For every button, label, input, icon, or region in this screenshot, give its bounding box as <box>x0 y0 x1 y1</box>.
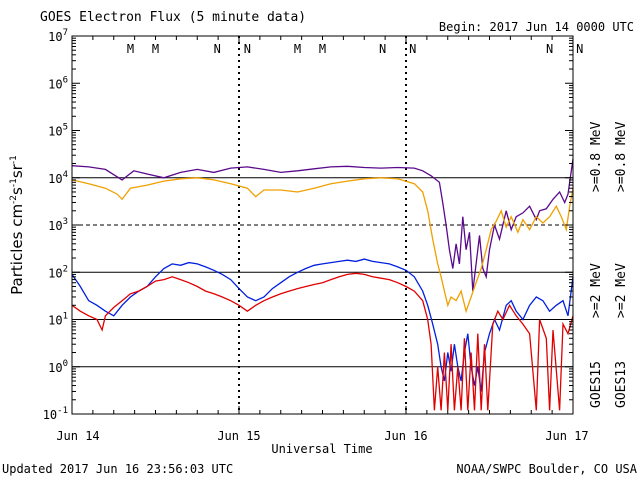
satellite-marker: N <box>576 42 583 56</box>
y-axis-label: Particles cm-2s-1sr-1 <box>8 155 26 295</box>
legend-label: GOES15 <box>589 361 604 408</box>
satellite-marker: M <box>319 42 326 56</box>
x-tick-label: Jun 16 <box>384 429 427 443</box>
legend-label: GOES13 <box>614 361 629 408</box>
satellite-marker: M <box>152 42 159 56</box>
x-axis-label: Universal Time <box>271 442 372 456</box>
satellite-marker: N <box>214 42 221 56</box>
y-tick-label: 102 <box>48 264 68 280</box>
svg-text:Particles cm-2s-1sr-1: Particles cm-2s-1sr-1 <box>8 155 26 295</box>
y-tick-label: 104 <box>48 170 68 186</box>
begin-date: Begin: 2017 Jun 14 0000 UTC <box>439 20 634 34</box>
satellite-marker: N <box>379 42 386 56</box>
y-tick-label: 100 <box>48 359 68 375</box>
satellite-marker: N <box>244 42 251 56</box>
series-line-goes15-08mev <box>71 258 574 392</box>
y-tick-label: 107 <box>48 28 68 44</box>
x-tick-label: Jun 15 <box>217 429 260 443</box>
y-tick-label: 103 <box>48 217 68 233</box>
credit: NOAA/SWPC Boulder, CO USA <box>456 462 637 476</box>
satellite-marker: M <box>127 42 134 56</box>
y-axis-ticks: 107 106 105 104 103 102 101 100 10-1 <box>43 28 573 422</box>
x-tick-label: Jun 14 <box>56 429 99 443</box>
y-tick-label: 105 <box>48 123 68 139</box>
series-line-goes15-08mev <box>71 158 574 292</box>
legend: GOES15 >=2 MeV >=0.8 MeV GOES13 >=2 MeV >=0.8… <box>589 121 629 408</box>
satellite-marker: M <box>294 42 301 56</box>
legend-label: >=0.8 MeV <box>589 121 604 192</box>
series-line-goes13-2mev <box>71 177 574 314</box>
y-tick-label: 101 <box>48 312 68 328</box>
y-tick-label: 10-1 <box>43 406 68 422</box>
grid-lines <box>72 177 573 368</box>
satellite-marker: N <box>409 42 416 56</box>
plot-frame <box>71 35 574 415</box>
series-line-goes13-2mev <box>71 272 574 411</box>
legend-label: >=0.8 MeV <box>614 121 629 192</box>
satellite-marker: N <box>546 42 553 56</box>
y-tick-label: 106 <box>48 75 68 91</box>
legend-label: >=2 MeV <box>589 263 604 318</box>
updated-time: Updated 2017 Jun 16 23:56:03 UTC <box>2 462 233 476</box>
x-tick-label: Jun 17 <box>545 429 588 443</box>
legend-label: >=2 MeV <box>614 263 629 318</box>
x-axis-ticks: Jun 14 Jun 15 Jun 16 Jun 17 <box>56 36 589 443</box>
series-lines <box>71 158 574 411</box>
chart-title: GOES Electron Flux (5 minute data) <box>40 10 306 25</box>
